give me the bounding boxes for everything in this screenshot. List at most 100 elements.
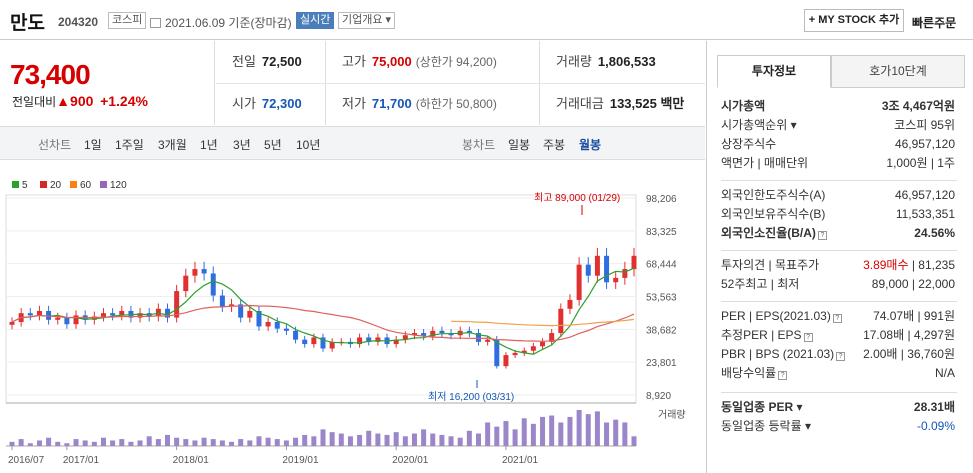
period-10y[interactable]: 10년	[296, 138, 321, 152]
help-icon[interactable]: ?	[836, 352, 846, 361]
candle	[192, 269, 198, 276]
period-1d[interactable]: 1일	[84, 138, 102, 152]
per-row: PER | EPS(2021.03)? 74.07배 | 991원	[721, 307, 965, 326]
volume-bar	[9, 441, 15, 446]
amount-cell: 거래대금 133,525 백만	[540, 83, 706, 125]
candle	[594, 255, 600, 276]
section-divider	[721, 180, 957, 181]
low-label: 저가	[342, 96, 366, 111]
change-label: 전일대비	[12, 95, 57, 109]
legend-label: 120	[110, 180, 127, 191]
volume-bar	[430, 433, 436, 446]
stock-chart[interactable]: 98,206 83,325 68,444 53,563 38,682 23,801 8,92…	[0, 160, 705, 473]
candle-weekly[interactable]: 주봉	[543, 138, 566, 152]
volume-bar	[457, 437, 463, 446]
legend-label: 5	[22, 180, 28, 191]
stock-name: 만도	[10, 13, 45, 34]
candle	[55, 317, 61, 320]
row-value: 28.31배	[913, 400, 955, 414]
row-value: 3조 4,467억원	[881, 99, 955, 113]
add-mystock-button[interactable]: + MY STOCK 추가	[804, 9, 904, 32]
volume-bar	[613, 419, 619, 446]
chevron-down-icon: ▾	[790, 118, 797, 132]
industry-per-row[interactable]: 동일업종 PER ▾ 28.31배	[721, 398, 965, 417]
open-label: 시가	[232, 96, 256, 111]
volume-bar	[229, 441, 235, 446]
help-icon[interactable]: ?	[803, 333, 813, 342]
low-annotation: 최저 16,200 (03/31)	[428, 391, 514, 403]
chart-controls: 선차트 1일 1주일 3개월 1년 3년 5년 10년 봉차트 일봉 주봉 월봉	[0, 126, 705, 160]
realtime-button[interactable]: 실시간	[296, 12, 335, 29]
row-label: 52주최고 | 최저	[721, 277, 800, 291]
row-label: PER | EPS(2021.03)	[721, 309, 831, 323]
legend-label: 20	[50, 180, 62, 191]
ma20-line	[11, 304, 635, 342]
volume-bar	[421, 429, 427, 446]
tab-invest-info[interactable]: 투자정보	[717, 55, 831, 88]
volume-bar	[347, 436, 353, 446]
volume-bar	[302, 434, 308, 446]
volume-bar	[540, 416, 546, 446]
row-label: 외국인소진율(B/A)	[721, 226, 816, 240]
candle	[137, 313, 143, 318]
chevron-down-icon: ▾	[804, 419, 811, 433]
volume-bar	[604, 422, 610, 446]
volume-bar	[46, 437, 52, 446]
volume-bar	[238, 439, 244, 446]
x-tick-label: 2020/01	[392, 455, 429, 466]
row-value: N/A	[934, 366, 955, 380]
candle	[201, 269, 207, 274]
company-overview-dropdown[interactable]: 기업개요 ▾	[338, 12, 396, 29]
volume-bar	[82, 440, 88, 446]
help-icon[interactable]: ?	[817, 231, 827, 240]
volume-bar	[183, 439, 189, 446]
legend-ma60: 60	[70, 180, 91, 191]
legend-ma5: 5	[12, 180, 28, 191]
period-3m[interactable]: 3개월	[158, 138, 187, 152]
volume-bar	[549, 415, 555, 446]
row-label: 상장주식수	[721, 137, 777, 151]
high-annotation: 최고 89,000 (01/29)	[534, 192, 620, 204]
candle	[604, 255, 610, 283]
market-cap-rank-row[interactable]: 시가총액순위 ▾ 코스피 95위	[721, 116, 965, 135]
quick-order-link[interactable]: 빠른주문	[912, 16, 957, 30]
industry-rate-row[interactable]: 동일업종 등락률 ▾ -0.09%	[721, 417, 965, 436]
tab-underline	[831, 87, 965, 88]
est-per-row: 추정PER | EPS? 17.08배 | 4,297원	[721, 326, 965, 345]
date-info: 2021.06.09 기준(장마감)	[150, 14, 292, 31]
help-icon[interactable]: ?	[778, 371, 788, 380]
tab-orderbook[interactable]: 호가10단계	[831, 55, 965, 88]
candle	[119, 310, 125, 316]
candle	[439, 330, 445, 334]
candle-daily[interactable]: 일봉	[508, 138, 531, 152]
volume-bar	[503, 421, 509, 446]
line-chart-label: 선차트	[38, 138, 72, 152]
high-cell: 고가 75,000 (상한가 94,200)	[326, 41, 540, 83]
legend-label: 60	[80, 180, 92, 191]
plot-area	[5, 194, 637, 404]
row-label: 배당수익률	[721, 366, 777, 380]
help-icon[interactable]: ?	[832, 314, 842, 323]
x-tick-label: 2018/01	[173, 455, 210, 466]
volume-bar	[329, 432, 335, 446]
period-1w[interactable]: 1주일	[115, 138, 144, 152]
volume-axis-label: 거래량	[658, 409, 686, 421]
volume-bar	[366, 430, 372, 446]
period-1y[interactable]: 1년	[200, 138, 218, 152]
candle	[540, 341, 546, 347]
candle-monthly[interactable]: 월봉	[579, 138, 602, 152]
volume-bar	[558, 422, 564, 446]
period-3y[interactable]: 3년	[233, 138, 251, 152]
volume-bar	[91, 441, 97, 446]
volume-bar	[174, 437, 180, 446]
candle	[210, 273, 216, 296]
volume-bar	[165, 434, 170, 446]
period-5y[interactable]: 5년	[264, 138, 282, 152]
foreign-limit-row: 외국인한도주식수(A) 46,957,120	[721, 186, 965, 205]
foreign-holding-row: 외국인보유주식수(B) 11,533,351	[721, 205, 965, 224]
price-box: 73,400 전일대비▲900 +1.24%	[0, 41, 215, 125]
y-tick-label: 8,920	[646, 391, 671, 402]
x-tick-label: 2021/01	[502, 455, 539, 466]
chevron-down-icon: ▾	[796, 400, 803, 414]
upper-limit: (상한가 94,200)	[415, 55, 497, 69]
